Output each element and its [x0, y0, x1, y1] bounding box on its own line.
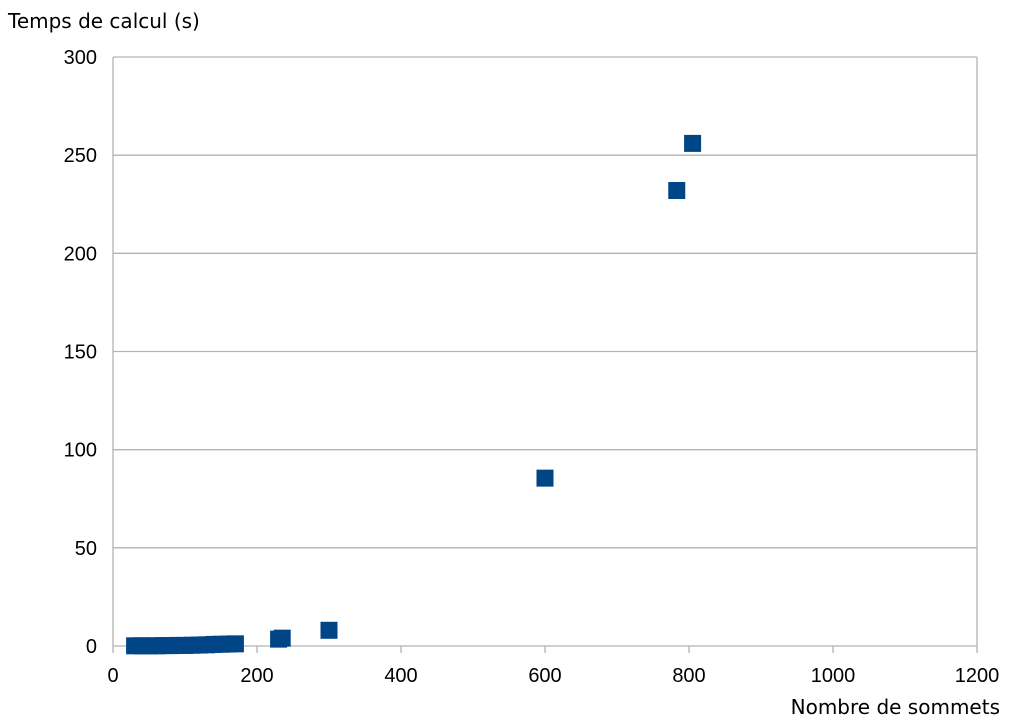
data-markers [126, 134, 702, 655]
y-axis-ticks: 0 50 100 150 200 250 300 [64, 47, 97, 658]
gridlines [112, 56, 978, 653]
y-tick-label: 0 [86, 636, 97, 658]
data-point [320, 621, 338, 639]
y-tick-label: 200 [64, 243, 97, 265]
x-tick-label: 1200 [955, 665, 1000, 687]
x-axis-ticks: 0 200 400 600 800 1000 1200 [107, 665, 999, 687]
y-tick-label: 300 [64, 47, 97, 69]
x-tick-label: 200 [240, 665, 273, 687]
data-point [273, 629, 291, 647]
y-tick-label: 150 [64, 342, 97, 364]
x-tick-label: 800 [672, 665, 705, 687]
y-tick-label: 100 [64, 440, 97, 462]
y-tick-label: 50 [75, 538, 97, 560]
y-axis-title: Temps de calcul (s) [7, 9, 200, 33]
x-tick-label: 0 [107, 665, 118, 687]
data-point [536, 469, 554, 487]
data-point [226, 635, 244, 653]
x-tick-label: 600 [528, 665, 561, 687]
x-tick-label: 400 [384, 665, 417, 687]
y-tick-label: 250 [64, 145, 97, 167]
x-axis-title: Nombre de sommets [791, 695, 1000, 719]
data-point [684, 134, 702, 152]
data-point [668, 182, 686, 200]
x-tick-label: 1000 [811, 665, 856, 687]
